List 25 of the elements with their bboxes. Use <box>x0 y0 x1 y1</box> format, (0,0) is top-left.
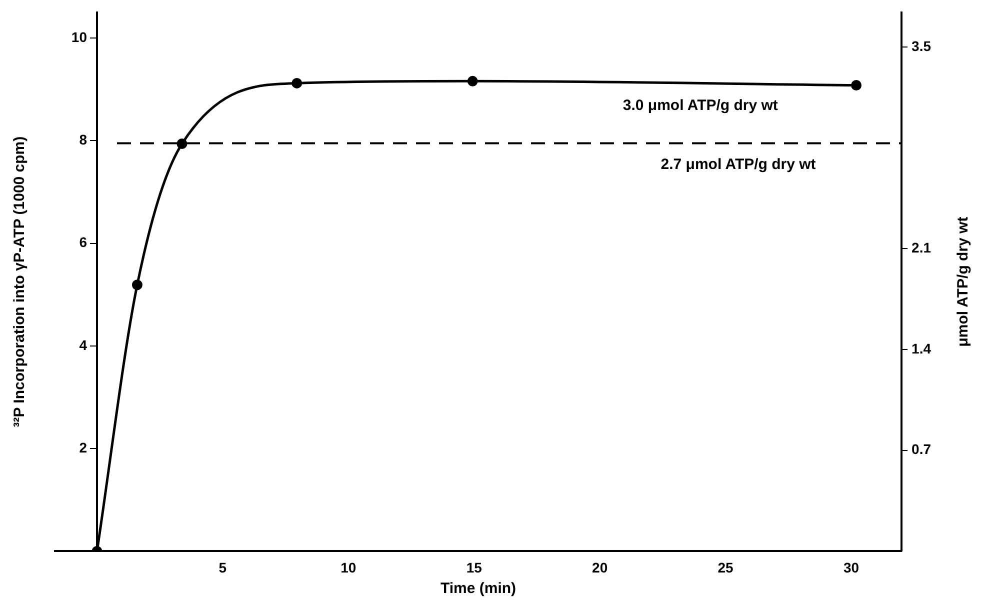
point <box>292 78 302 88</box>
y-tick-label: 2 <box>79 439 88 456</box>
y2-tick-label: 3.5 <box>912 38 932 54</box>
y-axis-title: ³²P Incorporation into γP-ATP (1000 cpm) <box>11 136 28 428</box>
x-tick-label: 25 <box>718 559 734 576</box>
x-tick-label: 30 <box>843 559 860 576</box>
x-tick-label: 10 <box>340 559 356 576</box>
y-tick-label: 6 <box>79 234 88 250</box>
x-tick-label: 5 <box>218 559 227 576</box>
y2-tick-label: 2.1 <box>912 240 932 256</box>
y2-tick-label: 0.7 <box>912 441 932 458</box>
x-axis-title: Time (min) <box>440 580 516 598</box>
ref-line-label: 2.7 μmol ATP/g dry wt <box>660 156 816 173</box>
y-tick-label: 8 <box>79 132 88 148</box>
point <box>467 76 478 86</box>
x-tick-label: 20 <box>592 559 608 576</box>
annotation: 3.0 μmol ATP/g dry wt <box>622 96 778 114</box>
point <box>132 280 142 290</box>
point <box>851 80 862 91</box>
y-tick-label: 10 <box>71 28 88 45</box>
x-tick-label: 15 <box>466 559 482 576</box>
y2-tick-label: 1.4 <box>912 340 932 356</box>
y-tick-label: 4 <box>79 336 88 353</box>
y2-axis-title: μmol ATP/g dry wt <box>954 216 972 347</box>
point <box>176 138 188 150</box>
